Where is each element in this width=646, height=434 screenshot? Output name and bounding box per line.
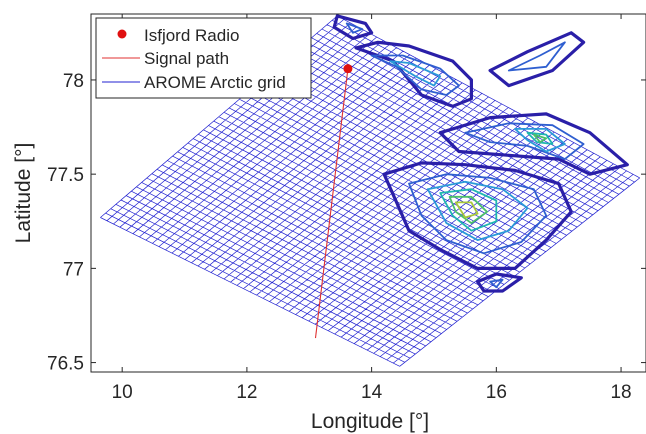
contour-region-3-level-4: [448, 195, 488, 225]
contour-region-3-level-1: [408, 173, 548, 255]
x-tick-label: 10: [112, 382, 133, 403]
signal-path-line: [314, 68, 349, 339]
y-tick-label: 76.5: [47, 354, 84, 375]
plot-frame: [90, 13, 646, 373]
signal-path-layer: [314, 64, 353, 339]
contour-region-0-level-0: [354, 40, 473, 108]
y-axis-ticks: 76.5 77 77.5 78: [47, 71, 646, 375]
contour-region-3-level-2: [426, 180, 529, 242]
x-tick-label: 12: [236, 382, 257, 403]
contour-region-4-level-1: [345, 22, 364, 34]
y-tick-label: 78: [63, 71, 84, 92]
x-tick-label: 16: [486, 382, 507, 403]
legend-label-arome-grid: AROME Arctic grid: [144, 73, 286, 92]
legend-label-signal-path: Signal path: [144, 49, 229, 68]
isfjord-radio-marker: [343, 64, 353, 74]
contour-region-2-level-0: [438, 112, 629, 176]
arome-arctic-grid-mesh: [100, 15, 641, 367]
contour-region-2-level-3: [526, 131, 554, 145]
contour-region-2-level-4: [532, 133, 548, 144]
contour-region-2-level-1: [464, 122, 585, 161]
contour-region-5-level-0: [476, 272, 523, 293]
contour-region-3-level-0: [382, 161, 573, 270]
arome-grid-lines: [100, 15, 641, 367]
x-axis-ticks: 10 12 14 16 18: [112, 14, 632, 403]
legend-label-isfjord-radio: Isfjord Radio: [144, 26, 239, 45]
contour-region-5-level-1: [489, 278, 504, 289]
contour-region-3-level-3: [439, 188, 498, 232]
contour-region-1-level-0: [488, 31, 586, 88]
y-tick-label: 77.5: [47, 165, 84, 186]
contour-region-1-level-1: [507, 41, 566, 72]
legend-marker-isfjord-radio: [117, 29, 127, 39]
y-tick-label: 77: [63, 259, 84, 280]
coastline-contours: [332, 14, 629, 293]
contour-region-4-level-0: [332, 14, 374, 41]
contour-region-2-level-2: [514, 127, 566, 153]
contour-region-0-level-2: [389, 60, 442, 87]
x-axis-label: Longitude [°]: [311, 410, 429, 433]
y-axis-label: Latitude [°]: [12, 143, 35, 244]
contour-region-0-level-1: [370, 54, 460, 96]
x-tick-label: 14: [361, 382, 383, 403]
x-tick-label: 18: [610, 382, 631, 403]
contour-region-3-level-5: [454, 201, 479, 219]
legend: Isfjord Radio Signal path AROME Arctic g…: [95, 17, 312, 99]
